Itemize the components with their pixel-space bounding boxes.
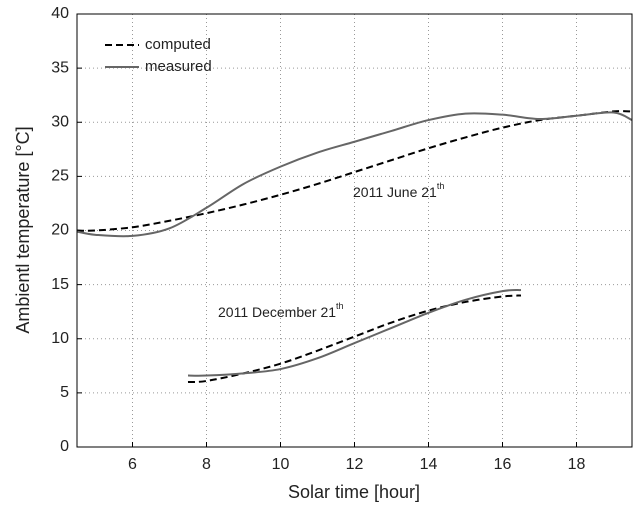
annotation-sup: th [437,181,445,191]
y-tick-label: 40 [51,5,69,22]
annotation: 2011 December 21th [218,301,344,319]
x-tick-label: 18 [568,456,586,473]
y-tick-label: 5 [60,384,69,401]
y-tick-label: 30 [51,113,69,130]
x-tick-label: 14 [420,456,438,473]
line [77,111,632,238]
x-tick-label: 8 [202,456,211,473]
legend-label: computed [145,36,211,53]
x-tick-label: 10 [272,456,290,473]
annotation-text: 2011 December 21 [218,304,336,320]
line [187,294,522,384]
annotation-text: 2011 June 21 [353,184,437,200]
plot-frame [76,13,633,448]
y-tick-label: 0 [60,438,69,455]
y-tick-label: 20 [51,222,69,239]
annotation-sup: th [336,301,344,311]
legend-label: measured [145,58,212,75]
y-tick-label: 25 [51,168,69,185]
y-tick-label: 10 [51,330,69,347]
x-axis-label: Solar time [hour] [288,482,420,502]
annotation: 2011 June 21th [353,181,444,199]
y-axis-label: Ambientl temperature [°C] [13,126,33,333]
x-tick-label: 16 [494,456,512,473]
line [187,289,522,377]
y-tick-label: 35 [51,59,69,76]
y-tick-label: 15 [51,276,69,293]
x-tick-label: 6 [128,456,137,473]
x-tick-label: 12 [346,456,364,473]
